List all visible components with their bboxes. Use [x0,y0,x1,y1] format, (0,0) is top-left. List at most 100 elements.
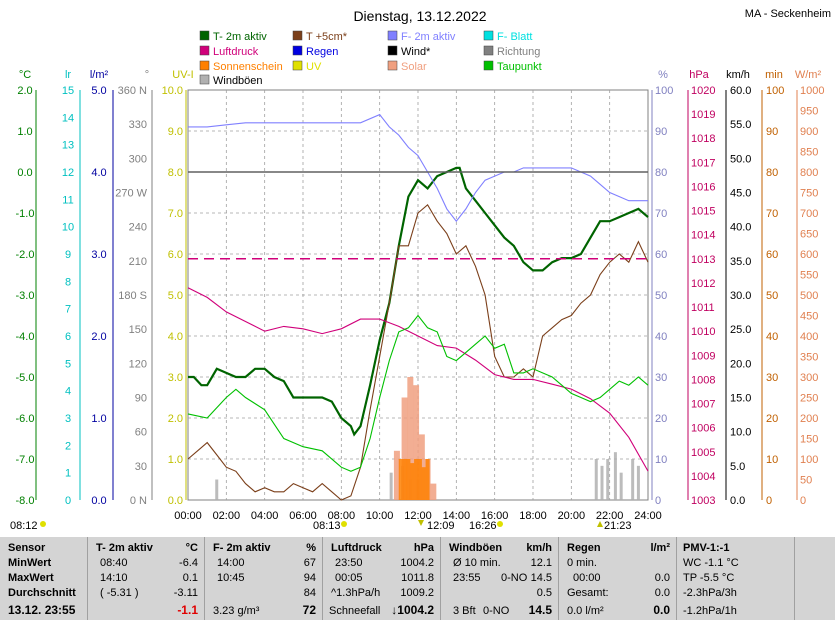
axis-tick-hum: 90 [655,126,667,138]
axis-tick-hum: 70 [655,208,667,220]
series-line-luftdruck [187,287,649,472]
sunrise-icon [40,521,46,527]
axis-tick-wind: 30.0 [730,290,751,302]
pmv-trend-3h: -2.3hPa/3h [683,587,737,599]
station-name: MA - Seckenheim [745,8,831,20]
legend-label: Taupunkt [497,61,542,73]
axis-tick-leaf: 11 [62,194,73,206]
axis-tick-temp: -5.0 [16,372,35,384]
sunrise-chart-label: 08:13 [313,520,341,532]
axis-tick-leaf: 1 [65,468,71,480]
solar-bar [407,377,414,500]
x-tick-label: 16:00 [481,510,509,522]
sunshine-bar [406,459,411,500]
summary-labels-column: Sensor MinWert MaxWert Durchschnitt 13.1… [0,537,88,620]
gust-max-direction: 0-NO [501,572,528,584]
legend-label: Luftdruck [213,46,259,58]
axis-tick-press: 1017 [691,157,715,169]
sun-marker-icon [497,521,503,527]
press-title: Luftdruck [331,542,382,554]
axis-tick-leaf: 3 [65,413,71,425]
legend-label: Richtung [497,46,540,58]
legend-label: Sonnenschein [213,61,283,73]
axis-tick-dir: 240 [129,222,147,234]
axis-tick-press: 1013 [691,254,715,266]
rain-duration: 0 min. [567,557,597,569]
legend-label: UV [306,61,322,73]
axis-tick-dir: 180 S [118,290,147,302]
axis-tick-dir: 0 N [130,495,147,507]
sunshine-bar [425,459,430,500]
axis-tick-hum: 40 [655,331,667,343]
x-tick-label: 14:00 [443,510,471,522]
axis-tick-press: 1019 [691,109,715,121]
series-line-t-5cm- [187,203,649,501]
axis-tick-temp: -2.0 [16,249,35,261]
axis-tick-rain: 0.0 [91,495,106,507]
axis-tick-wind: 45.0 [730,188,751,200]
axis-tick-sun: 20 [766,413,778,425]
axis-tick-solar: 0 [800,495,806,507]
axis-tick-rain: 5.0 [91,85,106,97]
axis-tick-press: 1012 [691,278,715,290]
legend-swatch [292,45,303,56]
temp-max-time: 14:10 [100,572,128,584]
axis-tick-hum: 100 [655,85,673,97]
axis-tick-temp: 0.0 [17,167,32,179]
axis-tick-sun: 10 [766,454,778,466]
axis-tick-rain: 4.0 [91,167,106,179]
axis-tick-solar: 550 [800,270,818,282]
gust-bar [600,465,604,500]
axis-tick-solar: 850 [800,147,818,159]
axis-tick-temp: 1.0 [17,126,32,138]
axis-tick-sun: 0 [766,495,772,507]
x-tick-label: 24:00 [634,510,662,522]
axis-tick-leaf: 12 [62,167,74,179]
axis-tick-sun: 30 [766,372,778,384]
axis-tick-wind: 40.0 [730,222,751,234]
legend-swatch [387,60,398,71]
chart-title: Dienstag, 13.12.2022 [353,8,486,24]
summary-pmv-column: PMV-1:-1 WC -1.1 °C TP -5.5 °C -2.3hPa/3… [677,537,795,620]
sun-marker-icon [341,521,347,527]
axis-tick-leaf: 9 [65,249,71,261]
rain-unit: l/m² [650,542,670,554]
legend-label: T- 2m aktiv [213,31,267,43]
sunrise-label: 08:12 [10,520,38,532]
x-tick-label: 00:00 [174,510,202,522]
summary-rain-column: Regen l/m² 0 min. 00:00 0.0 Gesamt: 0.0 … [559,537,677,620]
gust-current-value: 14.5 [528,603,552,617]
legend-swatch [483,45,494,56]
gust-avg10-label: Ø 10 min. [453,557,501,569]
gust-bar [613,452,617,500]
axis-tick-solar: 900 [800,126,818,138]
x-tick-label: 04:00 [251,510,279,522]
axis-tick-uv: 3.0 [168,372,183,384]
axis-tick-press: 1011 [691,302,715,314]
axis-tick-hum: 50 [655,290,667,302]
summary-gust-column: Windböen km/h Ø 10 min. 12.1 23:55 0-NO … [441,537,559,620]
axis-tick-temp: -3.0 [16,290,35,302]
pmv-title: PMV-1:-1 [683,542,730,554]
axis-tick-wind: 0.0 [730,495,745,507]
solar-bar [393,450,400,500]
hum-min-time: 14:00 [217,557,245,569]
axis-tick-leaf: 5 [65,358,71,370]
rain-total-label: Gesamt: [567,587,609,599]
axis-tick-dir: 30 [135,461,147,473]
axis-tick-wind: 10.0 [730,427,751,439]
pmv-dewpoint: TP -5.5 °C [683,572,735,584]
sunshine-bar [421,467,426,500]
min-temp-time-label: 12:09 [427,520,455,532]
axis-tick-solar: 650 [800,229,818,241]
press-snow-label: Schneefall [329,605,381,617]
axis-tick-rain: 2.0 [91,331,106,343]
axis-tick-dir: 120 [129,358,147,370]
axis-tick-rain: 1.0 [91,413,106,425]
axis-tick-solar: 500 [800,290,818,302]
x-tick-label: 22:00 [596,510,624,522]
x-tick-label: 08:00 [328,510,356,522]
axis-tick-temp: -6.0 [16,413,35,425]
solar-bar [413,385,420,500]
axis-tick-temp: -1.0 [16,208,35,220]
